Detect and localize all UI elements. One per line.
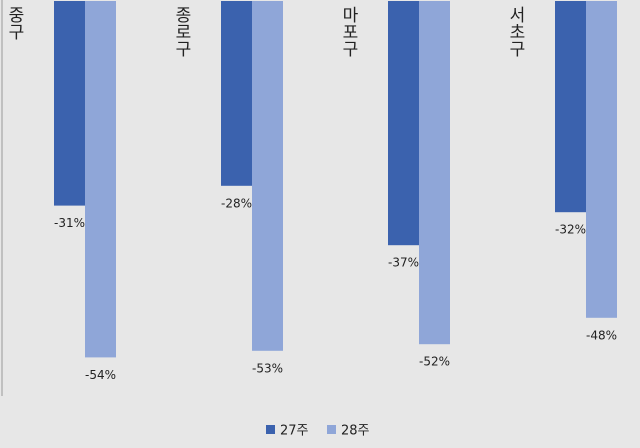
value-label: -37% [388, 256, 419, 270]
bar [85, 1, 116, 358]
bar [388, 1, 419, 246]
value-label: -31% [54, 216, 85, 230]
value-label: -54% [85, 368, 116, 382]
bar [221, 1, 252, 186]
legend-swatch [327, 425, 336, 434]
bar [555, 1, 586, 213]
value-label: -53% [252, 361, 283, 375]
value-label: -48% [586, 328, 617, 342]
legend-swatch [266, 425, 275, 434]
bar [419, 1, 450, 345]
bar [54, 1, 85, 206]
value-label: -32% [555, 223, 586, 237]
value-label: -28% [221, 196, 252, 210]
category-label: 서초구 [505, 6, 525, 57]
legend-label: 27주 [280, 424, 309, 439]
bar [586, 1, 617, 318]
value-label: -52% [419, 355, 450, 369]
legend-label: 28주 [341, 424, 370, 439]
bar [252, 1, 283, 351]
category-label: 종로구 [171, 6, 191, 57]
category-label: 중구 [4, 6, 24, 40]
category-label: 마포구 [338, 6, 358, 57]
